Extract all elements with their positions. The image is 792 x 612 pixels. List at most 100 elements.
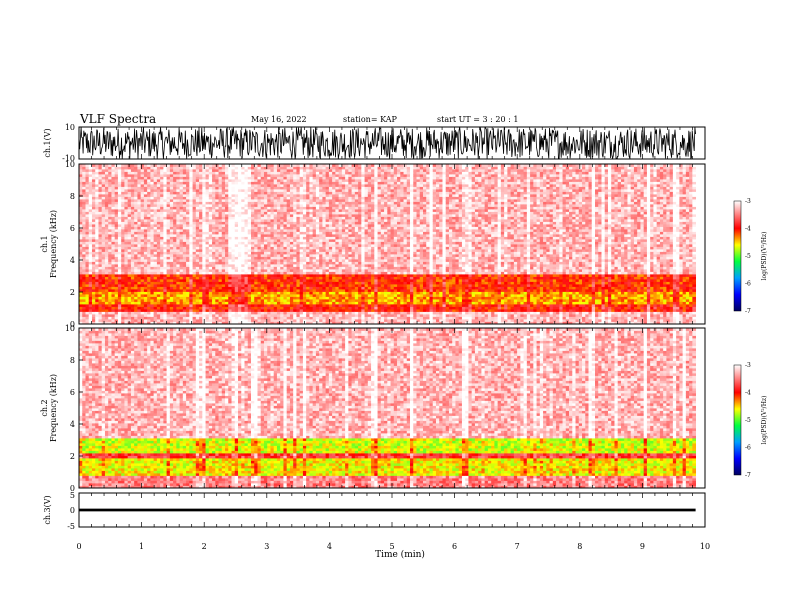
spectrogram-cell xyxy=(176,246,181,250)
spectrogram-cell xyxy=(225,209,229,212)
spectrogram-cell xyxy=(156,201,161,205)
spectrogram-cell xyxy=(153,221,158,225)
spectrogram-cell xyxy=(153,314,158,317)
spectrogram-cell xyxy=(221,204,226,207)
spectrogram-cell xyxy=(254,281,258,285)
spectrogram-cell xyxy=(117,251,122,255)
spectrogram-cell xyxy=(150,219,155,222)
spectrogram-cell xyxy=(215,196,219,200)
spectrogram-cell xyxy=(127,224,132,227)
spectrogram-cell xyxy=(225,244,229,247)
spectrogram-cell xyxy=(186,246,190,250)
spectrogram-cell xyxy=(247,166,252,170)
spectrogram-cell xyxy=(299,314,304,317)
spectrogram-cell xyxy=(101,294,106,297)
spectrogram-cell xyxy=(111,311,116,315)
spectrogram-cell xyxy=(202,226,206,230)
spectrogram-cell xyxy=(108,314,112,317)
spectrogram-cell xyxy=(192,274,197,277)
spectrogram-cell xyxy=(140,276,145,280)
spectrogram-cell xyxy=(176,171,181,175)
spectrogram-cell xyxy=(186,249,190,252)
spectrogram-cell xyxy=(241,184,245,187)
spectrogram-cell xyxy=(276,179,281,182)
spectrogram-cell xyxy=(160,256,164,260)
spectrogram-cell xyxy=(280,211,284,215)
spectrogram-cell xyxy=(114,316,119,320)
spectrogram-cell xyxy=(257,311,262,315)
spectrogram-cell xyxy=(312,251,317,255)
spectrogram-cell xyxy=(137,264,142,267)
spectrogram-cell xyxy=(267,254,271,257)
spectrogram-cell xyxy=(234,209,239,212)
spectrogram-cell xyxy=(315,254,320,257)
spectrogram-cell xyxy=(173,261,177,265)
spectrogram-cell xyxy=(296,209,301,212)
spectrogram-cell xyxy=(280,264,284,267)
spectrogram-cell xyxy=(192,206,197,210)
spectrogram-cell xyxy=(309,231,314,235)
spectrogram-cell xyxy=(199,196,203,200)
spectrogram-cell xyxy=(247,179,252,182)
spectrogram-cell xyxy=(254,239,258,242)
spectrogram-cell xyxy=(260,236,265,240)
spectrogram-cell xyxy=(147,299,151,302)
spectrogram-cell xyxy=(267,316,271,320)
spectrogram-cell xyxy=(117,216,122,220)
spectrogram-cell xyxy=(251,209,255,212)
spectrogram-cell xyxy=(234,236,239,240)
spectrogram-cell xyxy=(251,169,255,172)
spectrogram-cell xyxy=(202,281,206,285)
spectrogram-cell xyxy=(283,241,288,245)
spectrogram-cell xyxy=(283,229,288,232)
spectrogram-cell xyxy=(79,316,83,320)
spectrogram-cell xyxy=(276,311,281,315)
spectrogram-cell xyxy=(254,246,258,250)
spectrogram-cell xyxy=(322,271,327,275)
spectrogram-cell xyxy=(140,291,145,295)
spectrogram-cell xyxy=(195,174,200,177)
spectrogram-cell xyxy=(267,169,271,172)
spectrogram-cell xyxy=(156,166,161,170)
spectrogram-cell xyxy=(251,194,255,197)
spectrogram-cell xyxy=(166,231,171,235)
spectrogram-cell xyxy=(166,261,171,265)
spectrogram-cell xyxy=(208,201,213,205)
spectrogram-cell xyxy=(244,204,249,207)
spectrogram-cell xyxy=(134,214,138,217)
spectrogram-cell xyxy=(296,276,301,280)
spectrogram-cell xyxy=(309,226,314,230)
spectrogram-cell xyxy=(215,211,219,215)
spectrogram-cell xyxy=(166,239,171,242)
spectrogram-cell xyxy=(322,306,327,310)
spectrogram-cell xyxy=(182,239,187,242)
spectrogram-cell xyxy=(156,294,161,297)
spectrogram-cell xyxy=(202,271,206,275)
spectrogram-cell xyxy=(212,289,216,292)
spectrogram-cell xyxy=(306,276,310,280)
spectrogram-cell xyxy=(322,231,327,235)
spectrogram-cell xyxy=(228,279,232,282)
spectrogram-cell xyxy=(143,294,148,297)
spectrogram-cell xyxy=(309,236,314,240)
spectrogram-cell xyxy=(121,194,125,197)
spectrogram-cell xyxy=(137,199,142,202)
spectrogram-cell xyxy=(296,296,301,300)
spectrogram-cell xyxy=(166,264,171,267)
spectrogram-cell xyxy=(286,209,291,212)
spectrogram-cell xyxy=(315,289,320,292)
spectrogram-cell xyxy=(182,281,187,285)
spectrogram-cell xyxy=(108,259,112,262)
spectrogram-cell xyxy=(319,311,323,315)
spectrogram-cell xyxy=(296,251,301,255)
spectrogram-cell xyxy=(289,264,294,267)
spectrogram-cell xyxy=(186,284,190,287)
spectrogram-cell xyxy=(127,199,132,202)
spectrogram-cell xyxy=(114,304,119,307)
spectrogram-cell xyxy=(95,279,99,282)
spectrogram-cell xyxy=(156,291,161,295)
spectrogram-cell xyxy=(306,174,310,177)
spectrogram-cell xyxy=(312,169,317,172)
spectrogram-cell xyxy=(189,256,193,260)
